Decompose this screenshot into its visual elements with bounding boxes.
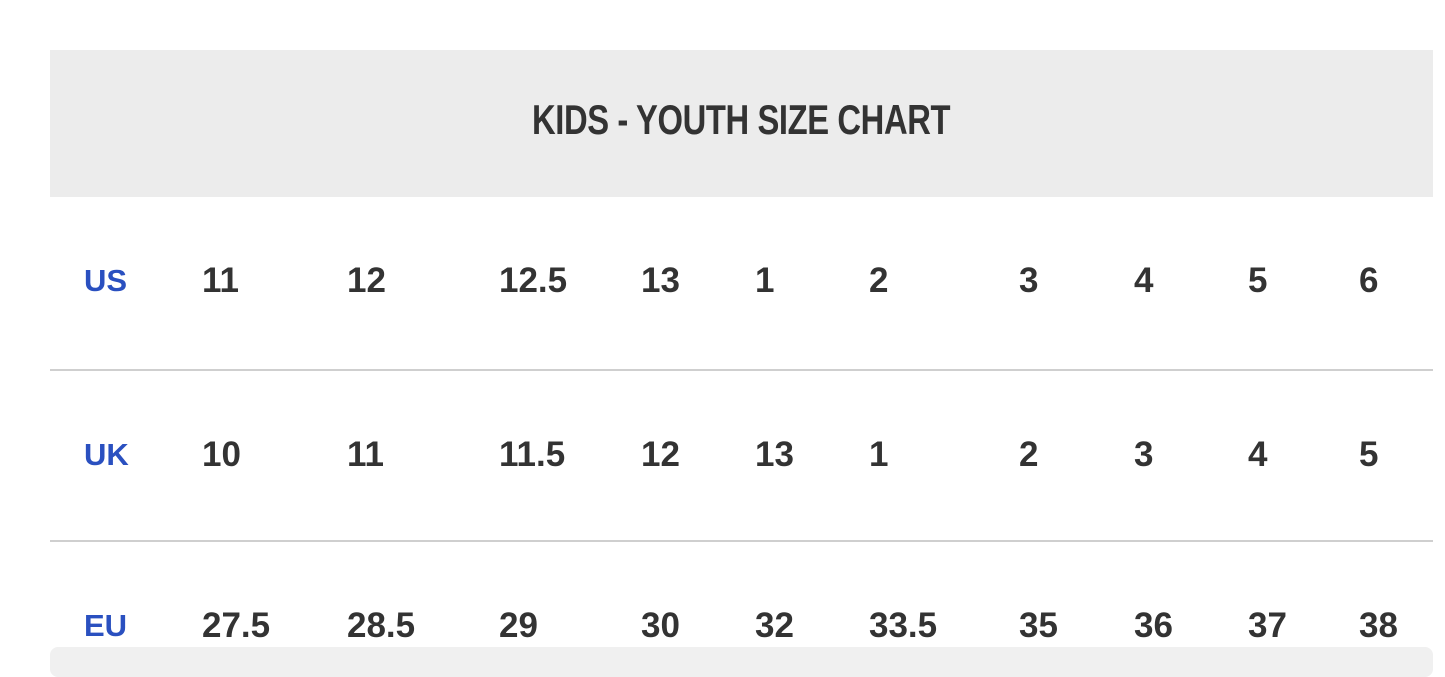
size-cell: 11 xyxy=(202,261,239,300)
size-cell: 13 xyxy=(755,435,794,474)
size-cell: 2 xyxy=(869,261,889,300)
size-cell: 33.5 xyxy=(869,606,938,645)
size-cell: 10 xyxy=(202,435,241,474)
size-cell: 4 xyxy=(1134,261,1154,300)
size-cell: 6 xyxy=(1359,261,1379,300)
size-cell: 5 xyxy=(1248,261,1268,300)
size-cell: 12 xyxy=(641,435,680,474)
size-cell: 28.5 xyxy=(347,606,416,645)
size-cell: 1 xyxy=(869,435,889,474)
size-cell: 30 xyxy=(641,606,680,645)
size-chart-header: KIDS - YOUTH SIZE CHART xyxy=(50,50,1433,197)
size-cell: 13 xyxy=(641,261,680,300)
title-text: KIDS - YOUTH SIZE CHART xyxy=(532,96,951,143)
size-cell: 38 xyxy=(1359,606,1398,645)
size-cell: 2 xyxy=(1019,435,1039,474)
size-cell: 12.5 xyxy=(499,261,568,300)
size-row-eu: EU 27.5 28.5 29 30 32 33.5 35 36 37 38 xyxy=(50,586,1433,666)
size-cell: 4 xyxy=(1248,435,1268,474)
row-label: EU xyxy=(84,608,128,643)
footer-panel xyxy=(50,647,1433,677)
size-cell: 36 xyxy=(1134,606,1173,645)
size-cell: 3 xyxy=(1134,435,1154,474)
row-label: US xyxy=(84,263,128,298)
size-cell: 37 xyxy=(1248,606,1287,645)
size-cell: 11.5 xyxy=(499,435,566,474)
size-row-uk: UK 10 11 11.5 12 13 1 2 3 4 5 xyxy=(50,415,1433,495)
row-divider xyxy=(50,540,1433,542)
size-cell: 29 xyxy=(499,606,538,645)
size-cell: 27.5 xyxy=(202,606,271,645)
size-row-us: US 11 12 12.5 13 1 2 3 4 5 6 xyxy=(50,241,1433,321)
size-cell: 3 xyxy=(1019,261,1039,300)
size-cell: 32 xyxy=(755,606,794,645)
size-cell: 35 xyxy=(1019,606,1058,645)
size-chart-title: KIDS - YOUTH SIZE CHART xyxy=(50,96,1433,144)
row-divider xyxy=(50,369,1433,371)
row-label: UK xyxy=(84,437,129,472)
size-cell: 5 xyxy=(1359,435,1379,474)
size-cell: 1 xyxy=(755,261,775,300)
size-cell: 11 xyxy=(347,435,384,474)
size-cell: 12 xyxy=(347,261,386,300)
